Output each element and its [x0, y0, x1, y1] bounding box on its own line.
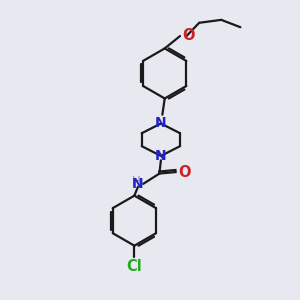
Text: Cl: Cl — [127, 259, 142, 274]
Text: O: O — [182, 28, 194, 43]
Text: H: H — [131, 175, 140, 188]
Text: N: N — [132, 177, 143, 191]
Text: N: N — [155, 116, 167, 130]
Text: N: N — [155, 149, 167, 164]
Text: O: O — [178, 165, 191, 180]
